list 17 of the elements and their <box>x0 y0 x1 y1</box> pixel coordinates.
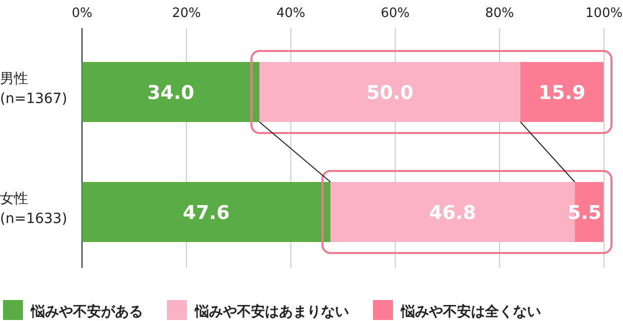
legend-label: 悩みや不安はあまりない <box>194 303 349 320</box>
x-tick-label: 40% <box>276 6 306 21</box>
data-label: 34.0 <box>147 82 194 104</box>
data-label: 5.5 <box>568 202 602 224</box>
y-tick-label: 男性 (n=1367) <box>0 71 68 107</box>
y-tick-label: 女性 (n=1633) <box>0 191 68 227</box>
x-tick-label: 100% <box>585 6 623 21</box>
x-tick-label: 20% <box>172 6 201 21</box>
data-label: 46.8 <box>429 202 476 224</box>
x-tick-label: 80% <box>485 6 514 21</box>
x-tick-label: 0% <box>72 6 92 21</box>
legend-label: 悩みや不安がある <box>30 303 143 320</box>
data-label: 47.6 <box>182 202 230 224</box>
data-label: 50.0 <box>366 82 414 104</box>
legend-label: 悩みや不安は全くない <box>400 303 541 320</box>
x-tick-label: 60% <box>380 6 410 21</box>
data-label: 15.9 <box>538 82 586 104</box>
